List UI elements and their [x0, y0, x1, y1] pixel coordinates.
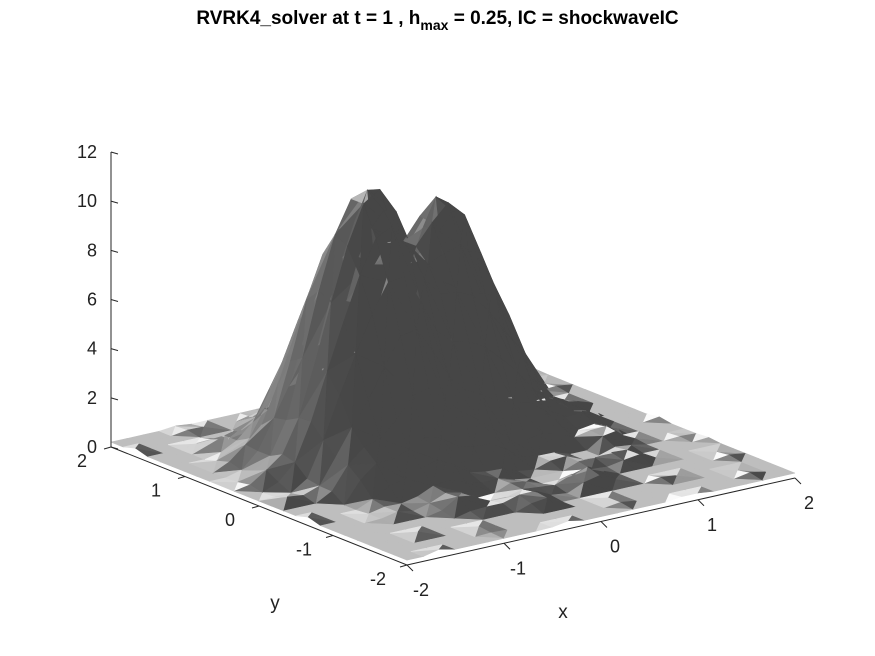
surface-facet: [618, 408, 648, 415]
x-tick: [406, 564, 414, 572]
x-tick-label: -2: [413, 580, 429, 600]
y-tick-label: -1: [296, 540, 312, 560]
surface-facet: [734, 478, 763, 485]
y-tick: [325, 535, 334, 538]
surface-facet: [604, 507, 634, 514]
z-tick-label: 12: [77, 142, 97, 162]
x-tick: [503, 542, 511, 550]
surface-facet: [569, 389, 598, 395]
x-axis-label: x: [558, 602, 568, 623]
surface-facet: [475, 536, 505, 543]
y-tick: [177, 476, 186, 479]
z-tick-label: 2: [87, 388, 97, 408]
y-tick-label: 0: [225, 510, 235, 530]
y-tick-label: 1: [151, 481, 161, 501]
y-tick: [251, 505, 260, 509]
z-tick: [110, 151, 119, 155]
surface-facet: [717, 448, 746, 454]
z-tick-label: 8: [87, 240, 97, 260]
y-tick: [399, 564, 408, 568]
x-tick: [600, 521, 608, 528]
z-tick-label: 10: [77, 191, 97, 211]
surface-facet: [741, 457, 771, 464]
z-tick: [110, 200, 119, 204]
title-subscript: max: [420, 17, 449, 33]
surface-facet: [593, 398, 623, 405]
y-tick: [103, 446, 112, 450]
x-tick-label: 2: [804, 493, 814, 513]
surface-mesh: [110, 188, 796, 561]
z-tick: [110, 249, 119, 253]
z-tick: [110, 397, 119, 401]
z-tick-label: 0: [87, 437, 97, 457]
surface-facet: [667, 428, 697, 434]
x-tick-label: 1: [707, 515, 717, 535]
surface-facet: [507, 529, 537, 536]
y-tick-label: -2: [370, 569, 386, 589]
z-tick-label: 6: [87, 290, 97, 310]
z-tick: [110, 348, 119, 352]
z-tick-label: 4: [87, 339, 97, 359]
y-axis-label: y: [270, 593, 280, 614]
y-tick-label: 2: [77, 451, 87, 471]
x-tick: [697, 499, 705, 507]
surface-facet: [766, 467, 796, 474]
chart-title: RVRK4_solver at t = 1 , hmax = 0.25, IC …: [196, 8, 679, 33]
z-tick: [110, 446, 119, 450]
z-tick: [110, 299, 119, 302]
x-tick-label: 0: [610, 537, 620, 557]
x-tick: [794, 477, 802, 485]
x-tick-label: -1: [510, 558, 526, 578]
surface-facet: [544, 379, 574, 385]
